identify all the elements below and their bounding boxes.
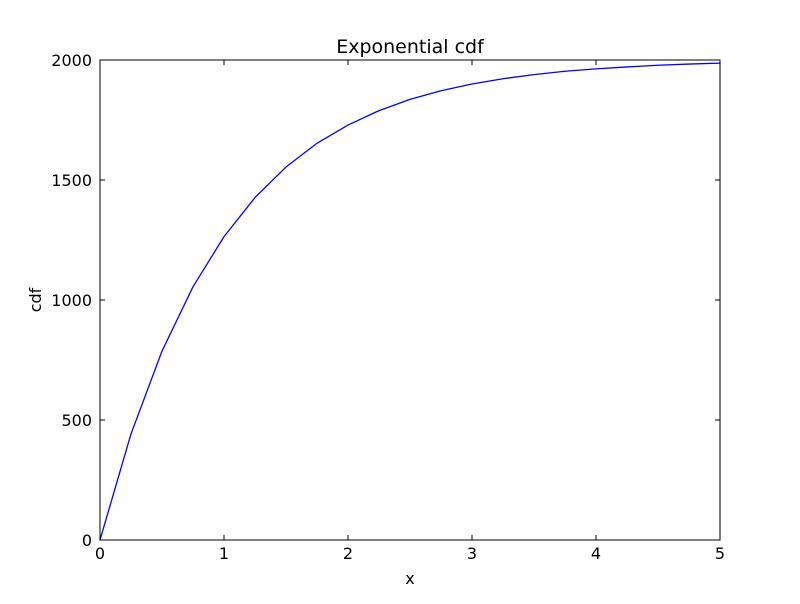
chart-title: Exponential cdf	[336, 36, 485, 58]
x-tick-label: 3	[467, 544, 477, 563]
y-tick-label: 2000	[51, 51, 92, 70]
x-tick-label: 4	[591, 544, 601, 563]
y-tick-label: 0	[82, 531, 92, 550]
x-tick-label: 2	[343, 544, 353, 563]
y-tick-label: 1000	[51, 291, 92, 310]
series-line-0	[99, 62, 721, 541]
plot-frame	[99, 59, 721, 541]
x-tick-label: 5	[715, 544, 725, 563]
y-axis-label: cdf	[26, 287, 45, 312]
x-tick-label: 0	[95, 544, 105, 563]
y-tick-label: 1500	[51, 171, 92, 190]
x-axis-label: x	[405, 569, 414, 588]
x-tick-label: 1	[219, 544, 229, 563]
ticks-layer: 0 1 2 3 4 5 0 500 1000 1500 2000	[51, 51, 725, 563]
series-layer	[99, 62, 721, 541]
y-tick-label: 500	[61, 411, 92, 430]
